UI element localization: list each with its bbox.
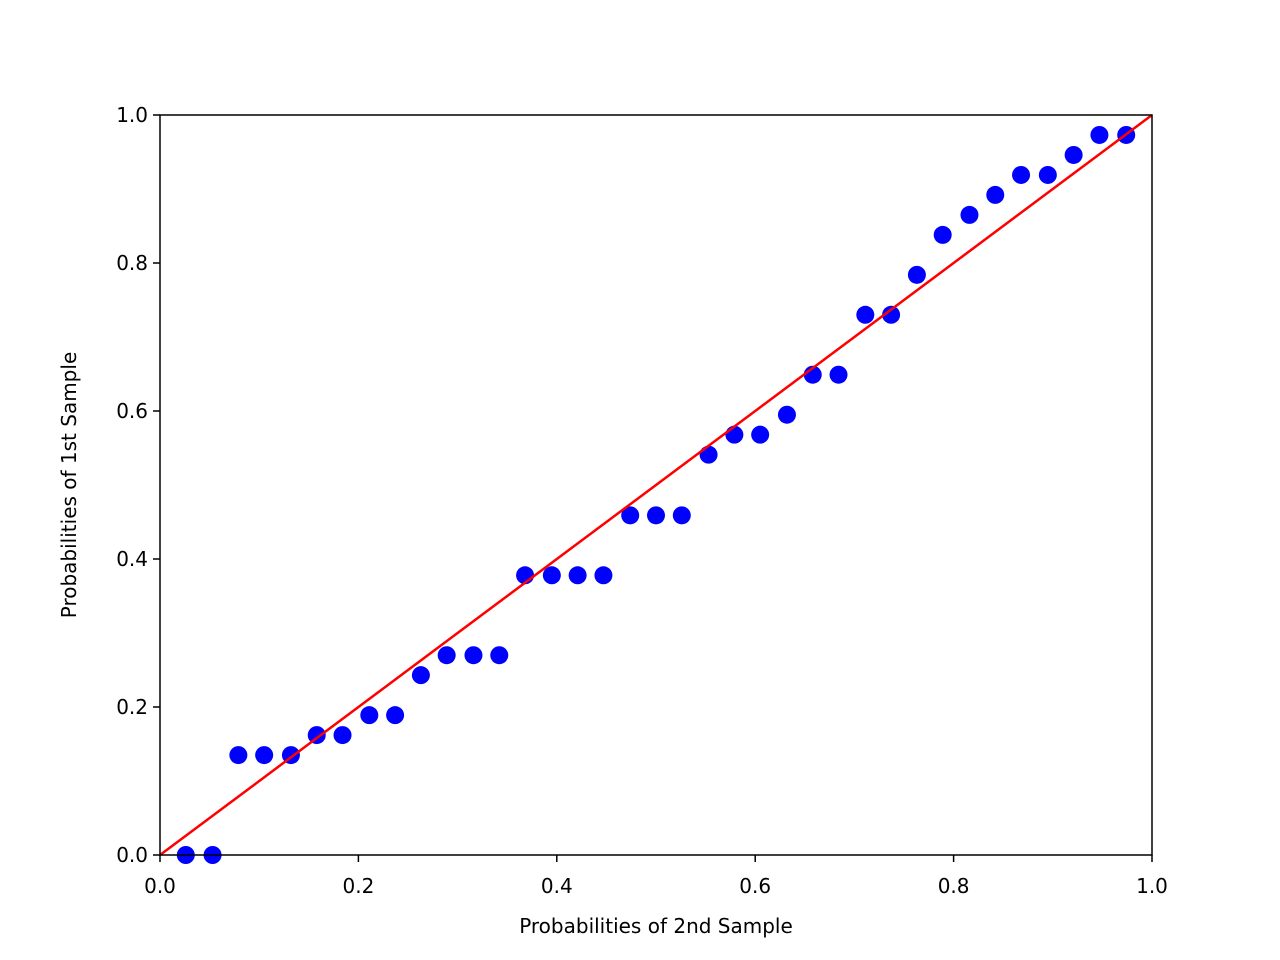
point: [333, 726, 352, 745]
point: [699, 445, 718, 464]
point: [672, 506, 691, 525]
y-tick-label: 0.0: [116, 843, 148, 867]
point: [777, 405, 796, 424]
y-tick-label: 1.0: [116, 103, 148, 127]
point: [360, 706, 379, 725]
point: [464, 646, 483, 665]
x-tick-label: 0.2: [342, 874, 374, 898]
point: [490, 646, 509, 665]
x-tick-label: 0.6: [739, 874, 771, 898]
plot-frame: [159, 114, 1153, 856]
point: [437, 646, 456, 665]
point: [986, 185, 1005, 204]
point: [1012, 165, 1031, 184]
y-tick-label: 0.4: [116, 547, 148, 571]
point: [960, 205, 979, 224]
point: [568, 566, 587, 585]
y-axis-label: Probabilities of 1st Sample: [57, 352, 81, 619]
point: [1090, 125, 1109, 144]
point: [829, 365, 848, 384]
point: [621, 506, 640, 525]
point: [882, 305, 901, 324]
x-tick-label: 0.8: [938, 874, 970, 898]
point: [411, 666, 430, 685]
point: [542, 566, 561, 585]
y-tick-label: 0.2: [116, 695, 148, 719]
point: [1064, 145, 1083, 164]
y-tick-label: 0.6: [116, 399, 148, 423]
reference-line: [159, 113, 1153, 857]
point: [751, 425, 770, 444]
x-axis-label: Probabilities of 2nd Sample: [519, 914, 793, 938]
point: [907, 265, 926, 284]
point: [647, 506, 665, 525]
point: [1038, 165, 1057, 184]
y-tick-label: 0.8: [116, 251, 148, 275]
x-tick-label: 1.0: [1136, 874, 1168, 898]
point: [933, 225, 952, 244]
point: [229, 746, 248, 765]
x-tick-label: 0.4: [541, 874, 573, 898]
point: [307, 726, 326, 745]
point: [255, 746, 274, 765]
point: [386, 706, 405, 725]
point: [856, 305, 875, 324]
point: [594, 566, 613, 585]
point: [725, 425, 744, 444]
x-tick-label: 0.0: [144, 874, 176, 898]
